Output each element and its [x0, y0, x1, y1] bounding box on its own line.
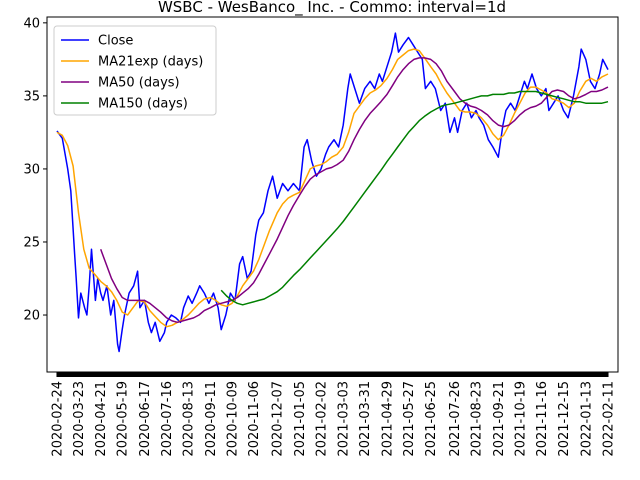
series-line-3 [220, 90, 609, 306]
x-tick-label: 2021-02-02 [315, 381, 330, 457]
x-tick-label: 2021-07-26 [448, 381, 463, 457]
x-tick-label: 2021-09-21 [492, 381, 507, 457]
x-tick-label: 2022-01-13 [579, 381, 594, 457]
x-tick-label: 2020-02-24 [51, 381, 66, 457]
x-tick-label: 2020-08-13 [182, 381, 197, 457]
x-tick-label: 2020-04-21 [94, 381, 109, 457]
x-tick-label: 2020-06-17 [138, 381, 153, 457]
series-line-1 [56, 48, 609, 328]
x-tick-label: 2021-11-16 [535, 381, 550, 457]
y-tick-label: 40 [23, 16, 40, 31]
series-line-2 [99, 57, 609, 324]
legend-label: MA150 (days) [98, 97, 188, 112]
x-tick-label: 2021-03-03 [337, 381, 352, 457]
x-axis: 2020-02-24 2020-03-23 2020-04-21 2020-05-19… [51, 372, 617, 457]
legend-label: MA50 (days) [98, 76, 180, 91]
x-tick-label: 2021-05-27 [402, 381, 417, 457]
legend-label: MA21exp (days) [98, 55, 203, 70]
legend-label: Close [98, 34, 133, 49]
y-tick-label: 30 [23, 162, 40, 177]
chart-title: WSBC - WesBanco_ Inc. - Commo: interval=… [158, 0, 506, 17]
y-tick-label: 35 [23, 89, 40, 104]
x-tick-label: 2020-05-19 [116, 381, 131, 457]
legend-box [53, 25, 217, 116]
x-minor-ticks [56, 372, 609, 377]
x-tick-label: 2021-10-19 [513, 381, 528, 457]
y-axis: 20 25 30 35 40 [23, 16, 47, 324]
y-tick-label: 25 [23, 235, 40, 250]
x-tick-label: 2020-07-16 [160, 381, 175, 457]
x-tick-label: 2020-09-11 [204, 381, 219, 457]
x-tick-label: 2021-08-23 [470, 381, 485, 457]
x-tick-label: 2021-01-05 [293, 381, 308, 457]
x-tick-label: 2020-11-06 [247, 381, 262, 457]
x-tick-label: 2021-06-25 [424, 381, 439, 457]
legend: Close MA21exp (days) MA50 (days) MA150 (day… [53, 25, 217, 116]
x-tick-label: 2021-03-31 [358, 381, 373, 457]
x-tick-label: 2021-04-29 [381, 381, 396, 457]
x-tick-label: 2020-03-23 [72, 381, 87, 457]
series-layer [56, 32, 609, 353]
y-tick-label: 20 [23, 309, 40, 324]
x-tick-label: 2020-10-09 [226, 381, 241, 457]
x-tick-label: 2022-02-11 [602, 381, 617, 457]
x-tick-label: 2021-12-15 [557, 381, 572, 457]
x-tick-label: 2020-12-07 [271, 381, 286, 457]
plot-area [46, 16, 619, 373]
series-line-0 [56, 32, 609, 353]
